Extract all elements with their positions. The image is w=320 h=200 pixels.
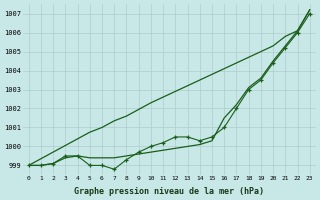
X-axis label: Graphe pression niveau de la mer (hPa): Graphe pression niveau de la mer (hPa) xyxy=(74,187,264,196)
